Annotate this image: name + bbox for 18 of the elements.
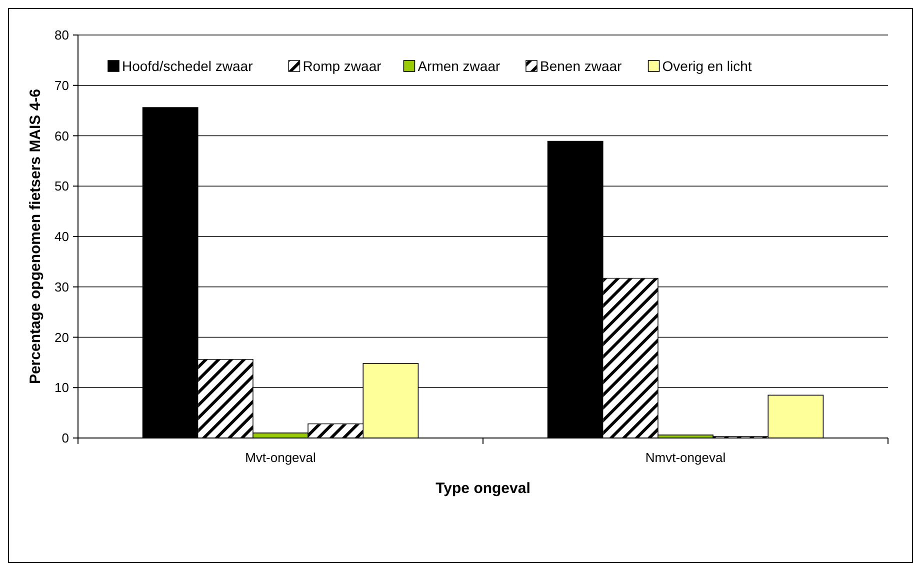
y-axis-title: Percentage opgenomen fietsers MAIS 4-6 (27, 88, 44, 384)
y-tick-label: 0 (62, 430, 69, 446)
legend-label: Benen zwaar (540, 58, 622, 74)
y-tick-label: 30 (54, 279, 69, 294)
y-tick-label: 50 (54, 178, 69, 194)
y-tick-label: 10 (54, 380, 69, 396)
x-axis-title: Type ongeval (436, 480, 530, 497)
x-tick-label: Nmvt-ongeval (645, 450, 726, 465)
y-tick-label: 70 (54, 78, 69, 93)
legend-label: Armen zwaar (418, 58, 501, 74)
x-tick-label: Mvt-ongeval (245, 450, 316, 465)
y-tick-label: 40 (54, 229, 69, 244)
y-tick-label: 20 (54, 330, 69, 345)
legend-label: Hoofd/schedel zwaar (122, 58, 254, 74)
legend-label: Romp zwaar (302, 58, 382, 74)
y-tick-label: 60 (54, 128, 69, 144)
legend-label: Overig en licht (662, 58, 752, 74)
y-tick-label: 80 (54, 28, 69, 43)
